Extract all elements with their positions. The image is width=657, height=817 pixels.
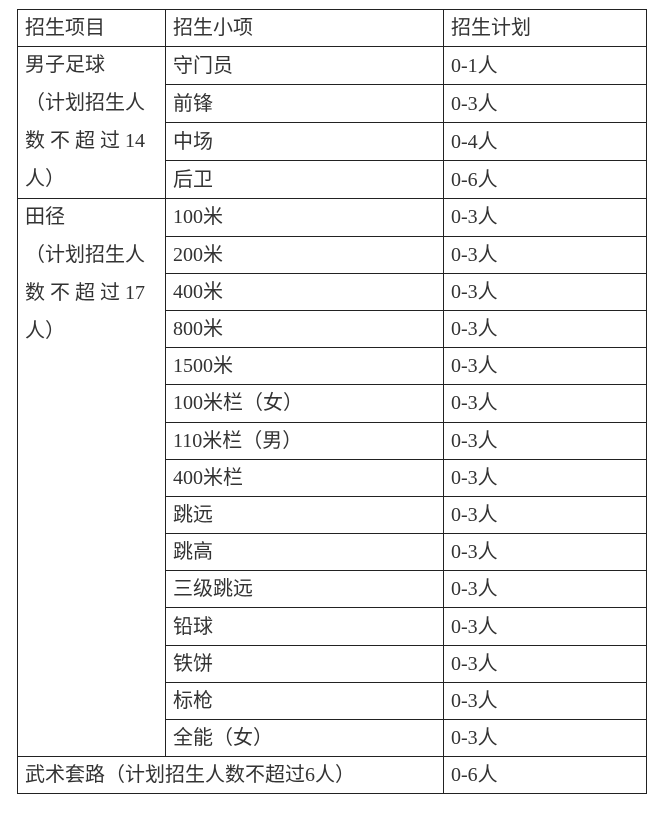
plan-cell: 0-6人 xyxy=(443,160,647,200)
project-line: （计划招生人 xyxy=(25,244,145,267)
plan-cell: 0-3人 xyxy=(443,644,647,683)
plan-cell: 0-3人 xyxy=(443,718,647,758)
header-project: 招生项目 xyxy=(17,8,166,48)
subitem-cell: 110米栏（男） xyxy=(165,421,444,460)
subitem-cell: 三级跳远 xyxy=(165,570,444,609)
subitem-cell: 400米 xyxy=(165,272,444,311)
subitem-cell: 100米 xyxy=(165,198,444,237)
table-row: 三级跳远 0-3人 xyxy=(18,570,647,609)
plan-cell: 0-3人 xyxy=(443,533,647,572)
subitem-cell: 全能（女） xyxy=(165,718,444,758)
table-row: 铅球 0-3人 xyxy=(18,607,647,646)
project-line: 数 不 超 过 17 xyxy=(25,281,145,304)
wushu-cell: 武术套路（计划招生人数不超过6人） xyxy=(17,756,444,795)
header-plan: 招生计划 xyxy=(443,8,647,48)
subitem-cell: 铁饼 xyxy=(165,644,444,683)
table-row: 铁饼 0-3人 xyxy=(18,644,647,683)
table-row: 田径 （计划招生人数 不 超 过 17 人） 100米 0-3人 xyxy=(17,198,647,758)
table-row: 前锋 0-3人 xyxy=(18,84,647,124)
table-row: 400米 0-3人 xyxy=(18,272,647,311)
subitem-cell: 1500米 xyxy=(165,347,444,386)
plan-cell: 0-3人 xyxy=(443,272,647,311)
subitem-cell: 跳高 xyxy=(165,533,444,572)
subitem-cell: 铅球 xyxy=(165,607,444,646)
table-row: 200米 0-3人 xyxy=(18,235,647,274)
plan-cell: 0-3人 xyxy=(443,421,647,460)
subitem-cell: 后卫 xyxy=(165,160,444,200)
plan-cell: 0-3人 xyxy=(443,607,647,646)
table-row: 全能（女） 0-3人 xyxy=(18,718,647,758)
project-cell: 男子足球 （计划招生人数 不 超 过 14 人） xyxy=(17,46,166,200)
project-line: 人） xyxy=(25,167,65,190)
plan-cell: 0-3人 xyxy=(443,347,647,386)
plan-cell: 0-3人 xyxy=(443,235,647,274)
plan-cell: 0-3人 xyxy=(443,681,647,721)
table-row: 标枪 0-3人 xyxy=(18,681,647,721)
table-row: 男子足球 （计划招生人数 不 超 过 14 人） 守门员 0-1人 xyxy=(17,46,647,200)
plan-cell: 0-3人 xyxy=(443,570,647,609)
subitem-cell: 400米栏 xyxy=(165,458,444,497)
table-row: 110米栏（男） 0-3人 xyxy=(18,421,647,460)
header-row: 招生项目 招生小项 招生计划 xyxy=(17,8,647,48)
plan-cell: 0-3人 xyxy=(443,309,647,349)
project-cell: 田径 （计划招生人数 不 超 过 17 人） xyxy=(17,198,166,758)
enrollment-table: 招生项目 招生小项 招生计划 男子足球 （计划招生人数 不 超 过 14 人） 守门员… xyxy=(17,8,647,795)
subitem-cell: 中场 xyxy=(165,122,444,162)
project-line: 田径 xyxy=(25,206,65,229)
plan-cell: 0-4人 xyxy=(443,122,647,162)
project-line: （计划招生人 xyxy=(25,91,145,114)
footer-row: 武术套路（计划招生人数不超过6人） 0-6人 xyxy=(17,756,647,795)
plan-cell: 0-3人 xyxy=(443,384,647,423)
table-row: 后卫 0-6人 xyxy=(18,160,647,200)
plan-cell: 0-3人 xyxy=(443,458,647,497)
table-row: 跳远 0-3人 xyxy=(18,495,647,535)
subitem-cell: 前锋 xyxy=(165,84,444,124)
plan-cell: 0-1人 xyxy=(443,46,647,86)
subitem-cell: 标枪 xyxy=(165,681,444,721)
subitem-cell: 200米 xyxy=(165,235,444,274)
subitem-cell: 100米栏（女） xyxy=(165,384,444,423)
plan-cell: 0-3人 xyxy=(443,84,647,124)
subitem-cell: 跳远 xyxy=(165,495,444,535)
table-row: 中场 0-4人 xyxy=(18,122,647,162)
plan-cell: 0-3人 xyxy=(443,495,647,535)
table-row: 跳高 0-3人 xyxy=(18,533,647,572)
table-row: 800米 0-3人 xyxy=(18,309,647,349)
plan-cell: 0-6人 xyxy=(443,756,647,795)
project-line: 数 不 超 过 14 xyxy=(25,129,145,152)
table-row: 1500米 0-3人 xyxy=(18,347,647,386)
subitem-cell: 守门员 xyxy=(165,46,444,86)
project-line: 人） xyxy=(25,319,65,342)
table-row: 100米栏（女） 0-3人 xyxy=(18,384,647,423)
project-line: 男子足球 xyxy=(25,54,105,77)
header-subitem: 招生小项 xyxy=(165,8,444,48)
plan-cell: 0-3人 xyxy=(443,198,647,237)
subitem-cell: 800米 xyxy=(165,309,444,349)
